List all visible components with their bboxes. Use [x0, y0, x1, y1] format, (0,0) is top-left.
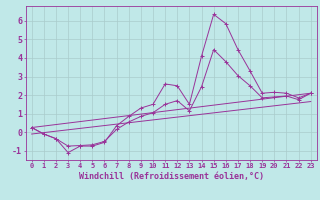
X-axis label: Windchill (Refroidissement éolien,°C): Windchill (Refroidissement éolien,°C) [79, 172, 264, 181]
